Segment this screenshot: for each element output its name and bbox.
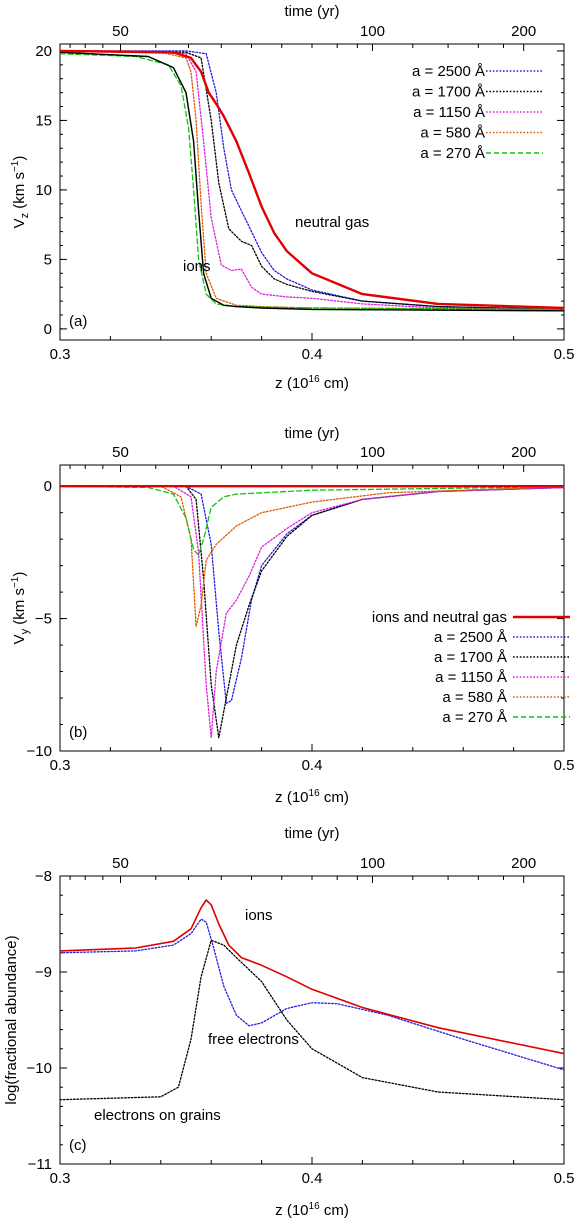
y-axis-label: Vy (km s−1): [10, 572, 31, 645]
top-tick-label: 50: [112, 855, 129, 872]
x-tick-label: 0.5: [554, 346, 575, 363]
annotation-ions: ions: [183, 258, 211, 275]
series-group: [60, 49, 564, 312]
x-tick-label: 0.4: [302, 1170, 323, 1187]
annotation-electrons-on-grains: electrons on grains: [94, 1107, 221, 1124]
x-axis-label: z (1016 cm): [275, 374, 349, 392]
legend-label: a = 2500 Å: [412, 63, 485, 80]
panel-label: (a): [69, 313, 87, 330]
series-group: [60, 899, 564, 1101]
annotation-free-electrons: free electrons: [208, 1031, 299, 1048]
series-line-1: [60, 485, 564, 704]
top-axis-title: time (yr): [285, 3, 340, 20]
plot-frame: [59, 43, 565, 341]
series-line-0: [60, 899, 564, 1055]
y-tick-label: −5: [35, 611, 52, 628]
x-tick-label: 0.3: [50, 757, 71, 774]
legend-label: a = 1700 Å: [434, 649, 507, 666]
series-line-2: [60, 485, 564, 739]
x-tick-label: 0.5: [554, 1170, 575, 1187]
series-line-5: [60, 49, 564, 310]
panel-1: 0.3 0.4 0.5 50 100 200 time (yr) 0 −5 −10 z (1016 …: [10, 425, 574, 806]
x-tick-label: 0.5: [554, 757, 575, 774]
top-tick-label: 200: [511, 444, 536, 461]
top-tick-label: 100: [360, 444, 385, 461]
series-line-5: [60, 485, 564, 556]
legend-label: ions and neutral gas: [372, 609, 507, 626]
panel-0: 0.3 0.4 0.5 50 100 200 time (yr) 0 5 10 15 20 z (101…: [10, 3, 574, 392]
y-tick-label: −9: [35, 964, 52, 981]
series-line-3: [60, 485, 564, 739]
legend: a = 2500 Å a = 1700 Å a = 1150 Å a = 580 Å a…: [412, 63, 543, 162]
y-axis-label: Vz (km s−1): [10, 156, 31, 229]
legend-label: a = 1700 Å: [412, 84, 485, 101]
top-tick-label: 50: [112, 23, 129, 40]
y-tick-label: −8: [35, 868, 52, 885]
y-tick-label: 0: [44, 321, 52, 338]
x-axis-label: z (1016 cm): [275, 788, 349, 806]
series-line-2: [60, 939, 564, 1101]
top-axis-title: time (yr): [285, 425, 340, 442]
x-tick-label: 0.3: [50, 346, 71, 363]
x-tick-label: 0.4: [302, 757, 323, 774]
series-line-3: [60, 50, 564, 311]
series-group: [60, 485, 564, 739]
series-line-2: [60, 50, 564, 311]
top-tick-label: 200: [511, 855, 536, 872]
legend-label: a = 1150 Å: [413, 104, 485, 121]
y-tick-label: 15: [35, 112, 52, 129]
legend-label: a = 270 Å: [420, 145, 485, 162]
series-line-4: [60, 53, 564, 311]
legend: ions and neutral gas a = 2500 Å a = 1700 Å…: [372, 609, 570, 726]
series-line-4: [60, 485, 564, 628]
top-tick-label: 100: [360, 23, 385, 40]
legend-label: a = 2500 Å: [434, 629, 507, 646]
x-tick-label: 0.4: [302, 346, 323, 363]
series-line-1: [60, 50, 564, 311]
top-tick-label: 50: [112, 444, 129, 461]
y-axis-label: log(fractional abundance): [3, 935, 20, 1104]
panel-2: 0.3 0.4 0.5 50 100 200 time (yr) −8 −9 −10 −11 z (1…: [3, 825, 574, 1219]
y-tick-label: 0: [44, 478, 52, 495]
x-tick-label: 0.3: [50, 1170, 71, 1187]
x-axis-label: z (1016 cm): [275, 1201, 349, 1219]
legend-label: a = 580 Å: [442, 689, 507, 706]
legend-label: a = 270 Å: [442, 709, 507, 726]
y-tick-label: 5: [44, 251, 52, 268]
annotation-ions: ions: [245, 907, 273, 924]
panel-label: (b): [69, 724, 87, 741]
y-tick-label: 10: [35, 182, 52, 199]
y-tick-label: −11: [28, 1156, 52, 1173]
series-line-1: [60, 918, 564, 1071]
panel-label: (c): [69, 1137, 87, 1154]
annotation-neutral-gas: neutral gas: [295, 214, 369, 231]
y-tick-label: −10: [27, 1060, 52, 1077]
series-line-6: [60, 51, 564, 312]
top-tick-label: 200: [511, 23, 536, 40]
legend-label: a = 1150 Å: [435, 669, 507, 686]
top-axis-title: time (yr): [285, 825, 340, 842]
y-tick-label: 20: [35, 43, 52, 60]
series-line-0: [60, 50, 564, 311]
top-tick-label: 100: [360, 855, 385, 872]
legend-label: a = 580 Å: [420, 125, 485, 142]
y-tick-label: −10: [27, 743, 52, 760]
